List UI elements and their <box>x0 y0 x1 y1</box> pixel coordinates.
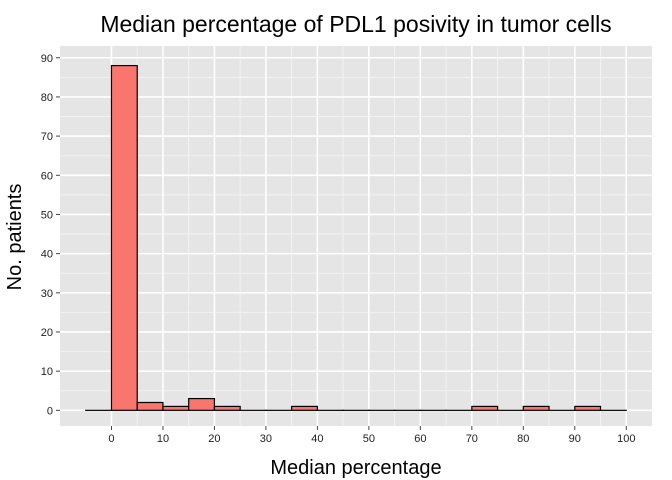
x-tick-label: 0 <box>108 433 114 445</box>
x-tick-label: 20 <box>208 433 220 445</box>
y-axis-title: No. patients <box>4 184 26 291</box>
y-tick-label: 50 <box>41 209 53 221</box>
y-axis-ticks: 0 10 20 30 40 50 60 70 80 90 <box>41 53 60 417</box>
bar <box>291 405 318 411</box>
bar <box>188 397 216 411</box>
y-tick-label: 70 <box>41 131 53 143</box>
y-tick-label: 40 <box>41 249 53 261</box>
y-tick-label: 90 <box>41 53 53 65</box>
x-tick-label: 30 <box>260 433 272 445</box>
bar <box>162 405 190 411</box>
bar <box>471 405 499 411</box>
y-tick-label: 60 <box>41 170 53 182</box>
y-tick-label: 80 <box>41 92 53 104</box>
x-tick-label: 50 <box>363 433 375 445</box>
y-tick-label: 20 <box>41 327 53 339</box>
bar <box>136 401 164 411</box>
bar <box>522 405 550 411</box>
x-tick-label: 70 <box>466 433 478 445</box>
y-tick-label: 30 <box>41 288 53 300</box>
bar <box>110 64 138 411</box>
x-tick-label: 60 <box>414 433 426 445</box>
y-tick-label: 10 <box>41 366 53 378</box>
x-axis-ticks: 0 10 20 30 40 50 60 70 80 90 100 <box>108 426 635 445</box>
chart-title: Median percentage of PDL1 posivity in tu… <box>100 11 611 37</box>
x-tick-label: 10 <box>157 433 169 445</box>
y-tick-label: 0 <box>47 405 53 417</box>
bars <box>85 64 627 411</box>
x-tick-label: 80 <box>517 433 529 445</box>
x-tick-label: 40 <box>311 433 323 445</box>
bar <box>213 405 241 411</box>
bar <box>574 405 602 411</box>
x-tick-label: 100 <box>617 433 635 445</box>
x-axis-title: Median percentage <box>270 457 441 479</box>
plot-panel <box>60 46 652 426</box>
x-tick-label: 90 <box>569 433 581 445</box>
grid-minor <box>60 46 652 426</box>
